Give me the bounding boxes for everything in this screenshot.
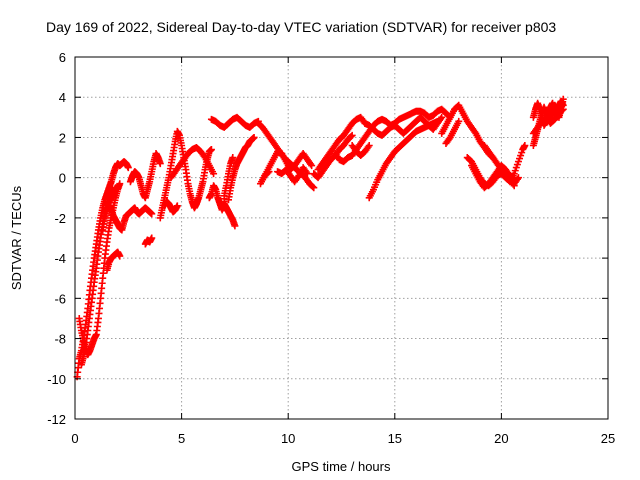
data-point: [558, 106, 566, 114]
data-point: [302, 168, 310, 176]
data-point: [250, 133, 258, 141]
data-point: [303, 170, 311, 178]
data-point: [433, 117, 441, 125]
data-point: [445, 135, 453, 143]
y-tick-label: -2: [54, 211, 66, 226]
y-tick-label: 0: [59, 171, 66, 186]
y-tick-label: 6: [59, 50, 66, 65]
chart-title: Day 169 of 2022, Sidereal Day-to-day VTE…: [46, 19, 556, 35]
data-point: [124, 164, 132, 172]
y-tick-label: -12: [47, 412, 66, 427]
data-point: [471, 128, 479, 136]
data-point: [348, 131, 356, 139]
data-point: [365, 141, 373, 149]
y-tick-label: -6: [54, 291, 66, 306]
data-point: [148, 234, 156, 242]
data-point: [294, 173, 302, 181]
data-point: [308, 162, 316, 170]
data-point: [210, 170, 218, 178]
data-point: [207, 146, 215, 154]
data-point: [514, 174, 522, 182]
y-tick-label: -4: [54, 251, 66, 266]
data-points: [73, 95, 567, 381]
data-point: [521, 141, 529, 149]
data-point: [347, 132, 355, 140]
data-point: [307, 160, 315, 168]
x-tick-label: 20: [494, 431, 508, 446]
y-tick-label: 2: [59, 130, 66, 145]
data-point: [364, 143, 372, 151]
data-point: [264, 169, 272, 177]
data-point: [148, 210, 156, 218]
x-tick-label: 5: [178, 431, 185, 446]
x-axis-label: GPS time / hours: [292, 459, 391, 474]
data-point: [455, 117, 463, 125]
y-axis-label: SDTVAR / TECUs: [9, 185, 24, 290]
data-point: [156, 160, 164, 168]
x-tick-label: 25: [601, 431, 615, 446]
data-point: [510, 182, 518, 190]
axis-ticks: 0 5 10 15 20 25 -12 -10 -8 -6 -4 -2 0 2 4 6: [47, 50, 615, 446]
x-tick-label: 10: [281, 431, 295, 446]
y-tick-label: -10: [47, 372, 66, 387]
x-tick-label: 15: [388, 431, 402, 446]
data-point: [513, 175, 521, 183]
data-point: [438, 113, 446, 121]
data-point: [173, 202, 181, 210]
y-tick-label: -8: [54, 332, 66, 347]
data-point: [309, 183, 317, 191]
data-point: [231, 222, 239, 230]
data-point: [265, 168, 273, 176]
data-point: [116, 252, 124, 260]
y-tick-label: 4: [59, 90, 66, 105]
data-point: [310, 184, 318, 192]
data-point: [116, 180, 124, 188]
data-point: [559, 105, 567, 113]
data-point: [509, 180, 517, 188]
x-tick-label: 0: [71, 431, 78, 446]
plot-frame: [74, 56, 609, 420]
data-point: [112, 184, 120, 192]
data-point: [200, 152, 208, 160]
data-point: [229, 154, 237, 162]
